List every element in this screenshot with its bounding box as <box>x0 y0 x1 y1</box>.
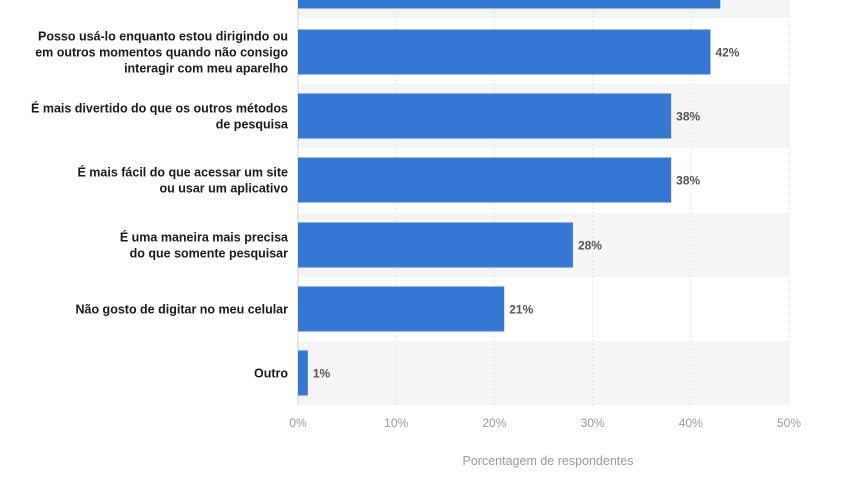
category-label-line: Outro <box>254 367 288 381</box>
x-axis-title: Porcentagem de respondentes <box>463 454 634 468</box>
category-label-line: de pesquisa <box>216 118 289 132</box>
x-tick-label: 40% <box>679 416 703 430</box>
bar <box>298 157 672 203</box>
category-label: Não gosto de digitar no meu celular <box>75 303 288 317</box>
bar <box>298 222 573 268</box>
bar <box>298 286 505 332</box>
category-label: É mais divertido do que os outros método… <box>31 101 289 132</box>
category-label-line: Posso usá-lo enquanto estou dirigindo ou <box>38 30 288 44</box>
bar <box>298 0 721 9</box>
category-label-line: É mais fácil do que acessar um site <box>77 165 288 180</box>
bar <box>298 350 308 396</box>
value-label: 1% <box>313 367 331 381</box>
value-label: 38% <box>676 110 700 124</box>
value-label: 42% <box>715 46 739 60</box>
category-labels: Posso usá-lo enquanto estou dirigindo ou… <box>31 30 289 381</box>
category-label: É uma maneira mais precisa do que somente… <box>120 230 289 261</box>
category-label: É mais fácil do que acessar um site ou us… <box>77 165 288 196</box>
x-tick-labels: 0% 10% 20% 30% 40% 50% <box>289 416 801 430</box>
value-label: 21% <box>509 303 533 317</box>
bar <box>298 29 711 75</box>
category-label-line: É uma maneira mais precisa <box>120 230 289 245</box>
x-tick-label: 50% <box>777 416 801 430</box>
bar <box>298 93 672 139</box>
category-label: Posso usá-lo enquanto estou dirigindo ou… <box>35 30 288 76</box>
category-label: Outro <box>254 367 288 381</box>
value-label: 38% <box>676 174 700 188</box>
x-tick-label: 30% <box>581 416 605 430</box>
bars <box>298 0 721 396</box>
value-label: 28% <box>578 239 602 253</box>
category-label-line: do que somente pesquisar <box>130 247 289 261</box>
category-label-line: É mais divertido do que os outros método… <box>31 101 288 116</box>
category-label-line: interagir com meu aparelho <box>124 62 288 76</box>
value-labels: 42% 38% 38% 28% 21% 1% <box>313 46 740 381</box>
x-tick-label: 0% <box>289 416 307 430</box>
x-tick-label: 20% <box>482 416 506 430</box>
row-stripe <box>298 340 789 406</box>
category-label-line: Não gosto de digitar no meu celular <box>75 303 288 317</box>
x-tick-label: 10% <box>384 416 408 430</box>
category-label-line: ou usar um aplicativo <box>159 182 288 196</box>
category-label-line: em outros momentos quando não consigo <box>35 46 288 60</box>
